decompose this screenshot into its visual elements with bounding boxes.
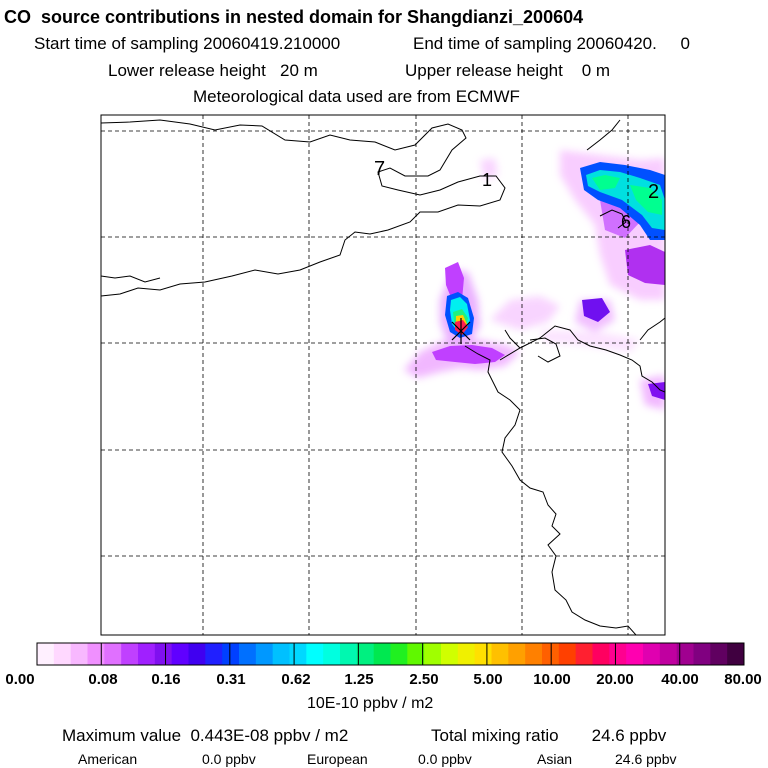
lower-release-height-label: Lower release height 20 m (108, 61, 318, 80)
region-label-2: 2 (648, 181, 659, 203)
region-american-name: American (78, 751, 138, 767)
colorbar-tick-label: 40.00 (661, 671, 699, 688)
map-frame (100, 114, 666, 636)
colorbar-tick-label: 0.16 (151, 671, 181, 688)
colorbar-unit-label: 10E-10 ppbv / m2 (307, 695, 434, 712)
start-time-label: Start time of sampling 20060419.210000 (34, 34, 341, 53)
colorbar-tick-label: 5.00 (473, 671, 503, 688)
graticule (101, 115, 665, 635)
maximum-value-label: Maximum value 0.443E-08 ppbv / m2 (62, 726, 349, 745)
colorbar-tick-label: 10.00 (533, 671, 571, 688)
colorbar-tick-label: 0.31 (216, 671, 246, 688)
region-label-1: 1 (482, 170, 492, 190)
concentration-field (404, 150, 665, 410)
colorbar-tick-label: 0.00 (5, 671, 35, 688)
upper-release-height-label: Upper release height 0 m (405, 61, 611, 80)
colorbar-tick-label: 1.25 (344, 671, 374, 688)
total-mixing-ratio-label: Total mixing ratio 24.6 ppbv (431, 726, 667, 745)
end-time-label: End time of sampling 20060420. 0 (413, 34, 690, 53)
map-background (101, 115, 665, 635)
region-european-value: 0.0 ppbv (418, 751, 472, 767)
colorbar-tick-label: 20.00 (596, 671, 634, 688)
meteorological-data-label: Meteorological data used are from ECMWF (193, 87, 520, 106)
colorbar-tick-label: 0.62 (281, 671, 311, 688)
station-marker-icon (451, 318, 471, 344)
region-label-7: 7 (374, 158, 385, 180)
coastlines (101, 119, 665, 635)
colorbar-tick-label: 0.08 (88, 671, 118, 688)
region-label-6: 6 (621, 212, 631, 232)
colorbar-tick-label: 2.50 (409, 671, 439, 688)
plot-title: CO source contributions in nested domain… (4, 7, 584, 27)
region-american-value: 0.0 ppbv (202, 751, 256, 767)
region-european-name: European (307, 751, 368, 767)
region-asian-value: 24.6 ppbv (615, 751, 677, 767)
colorbar-tick-label: 80.00 (724, 671, 762, 688)
region-asian-name: Asian (537, 751, 573, 767)
